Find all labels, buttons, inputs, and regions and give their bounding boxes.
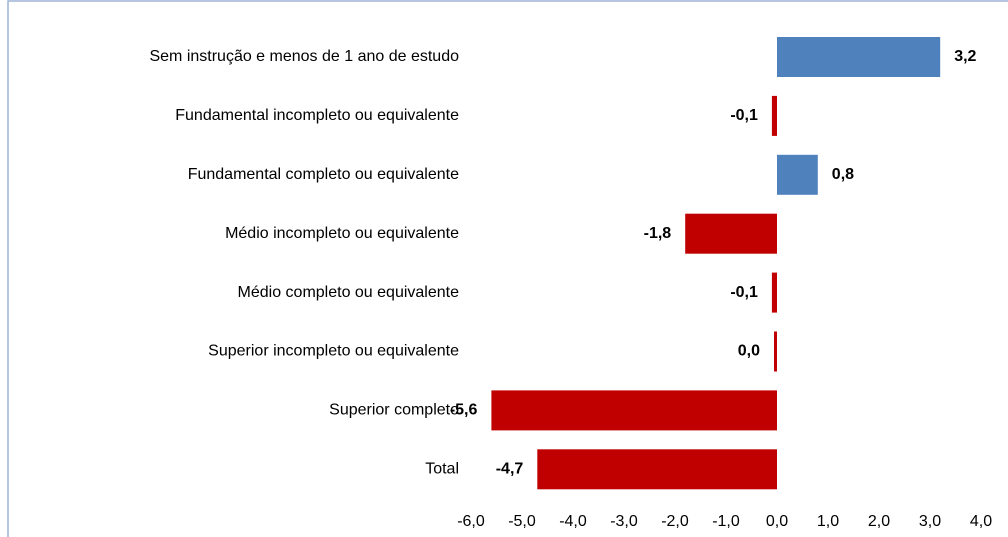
bar — [491, 390, 777, 431]
value-label: -0,1 — [730, 284, 758, 301]
y-tick-label: Médio completo ou equivalente — [238, 284, 460, 301]
y-tick-label: Superior incompleto ou equivalente — [208, 343, 459, 360]
frame — [7, 0, 1008, 537]
x-tick-label: -3,0 — [610, 513, 638, 530]
x-tick-label: 3,0 — [919, 513, 941, 530]
value-label: -1,8 — [644, 225, 672, 242]
bar — [777, 37, 941, 77]
bar — [771, 272, 777, 313]
x-tick-label: -4,0 — [559, 513, 587, 530]
bar — [771, 95, 777, 136]
x-tick-label: -5,0 — [508, 513, 536, 530]
value-label: 3,2 — [954, 48, 976, 65]
value-label: 0,0 — [738, 343, 760, 360]
y-tick-label: Fundamental incompleto ou equivalente — [175, 107, 459, 124]
bar — [685, 213, 777, 254]
bar — [774, 331, 777, 372]
x-tick-label: 2,0 — [868, 513, 890, 530]
x-tick-label: -1,0 — [712, 513, 740, 530]
bar — [537, 449, 777, 490]
x-tick-label: 4,0 — [970, 513, 992, 530]
value-label: 0,8 — [832, 166, 854, 183]
value-label: -0,1 — [730, 107, 758, 124]
y-tick-label: Sem instrução e menos de 1 ano de estudo — [149, 48, 459, 65]
y-tick-label: Superior completo — [329, 402, 459, 419]
value-label: -5,6 — [450, 402, 478, 419]
x-tick-label: -6,0 — [457, 513, 485, 530]
y-tick-label: Total — [425, 461, 459, 478]
x-tick-label: 1,0 — [817, 513, 839, 530]
value-label: -4,7 — [496, 461, 524, 478]
x-tick-label: 0,0 — [766, 513, 788, 530]
x-tick-label: -2,0 — [661, 513, 689, 530]
y-tick-label: Médio incompleto ou equivalente — [225, 225, 459, 242]
bar — [777, 154, 818, 195]
y-tick-label: Fundamental completo ou equivalente — [188, 166, 459, 183]
